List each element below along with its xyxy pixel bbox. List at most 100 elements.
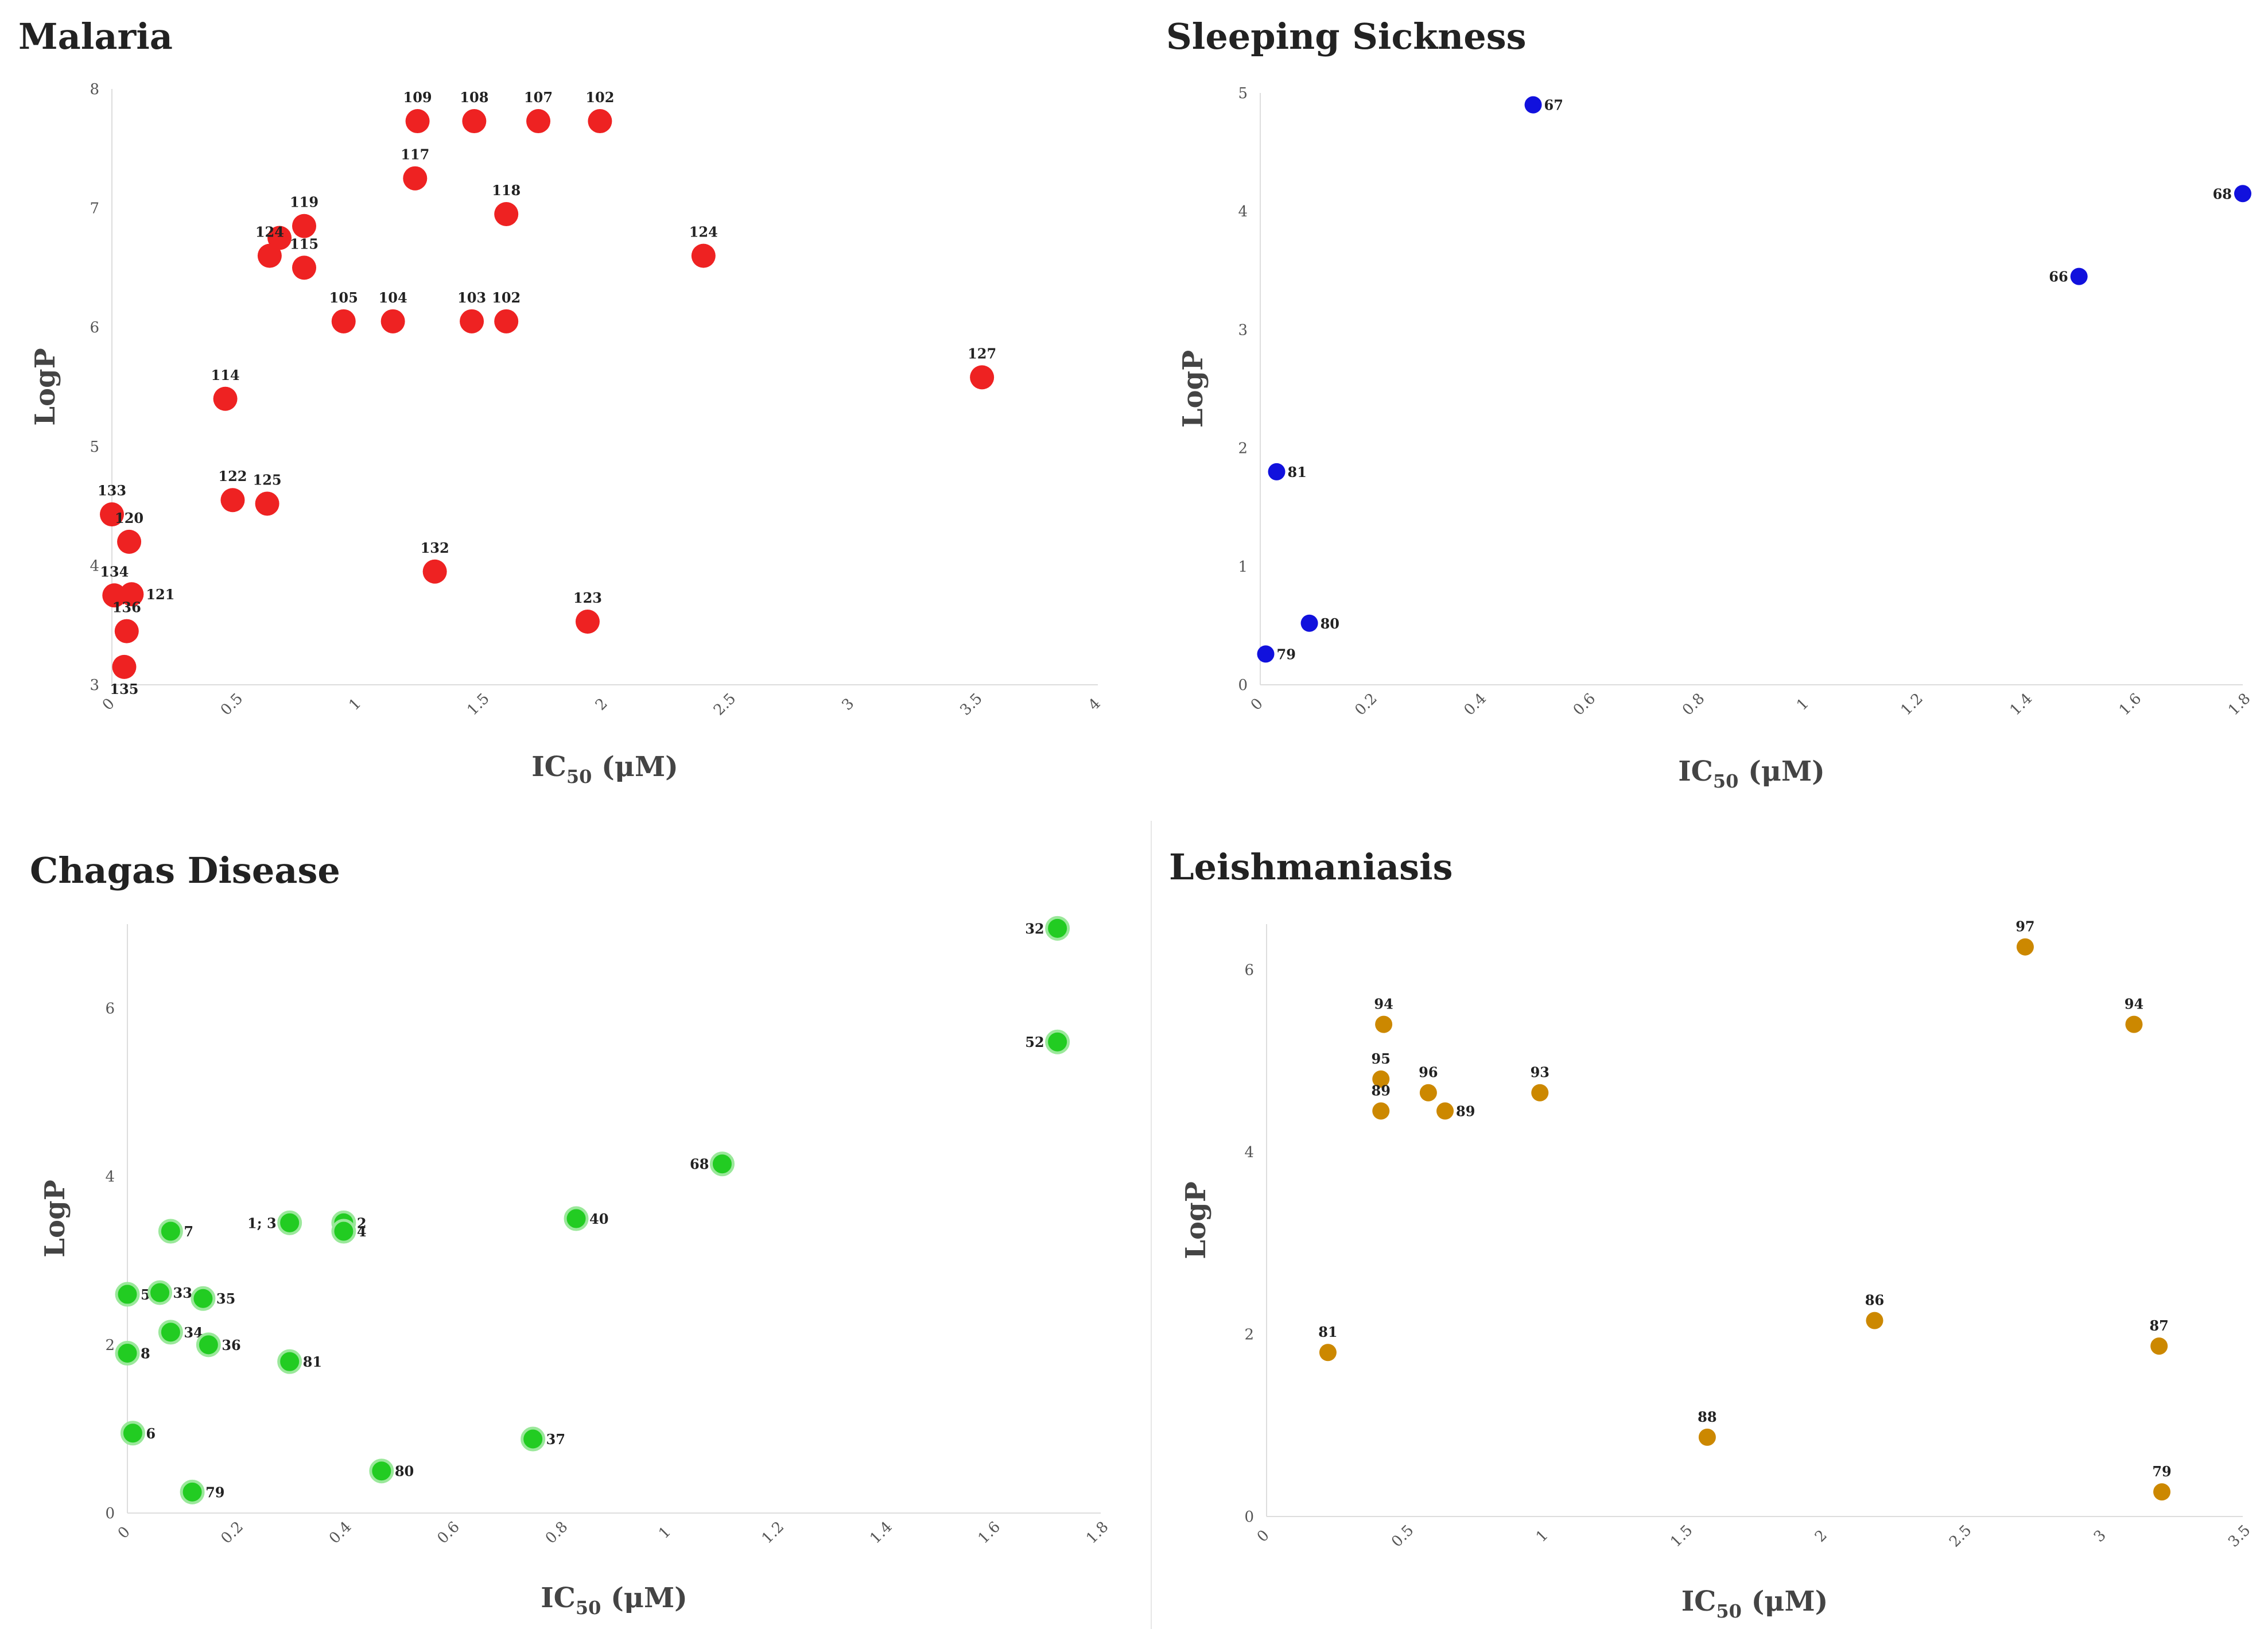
data-point bbox=[117, 529, 142, 554]
data-point bbox=[1372, 1102, 1390, 1120]
point-label: 118 bbox=[492, 182, 521, 199]
x-tick-label: 2.5 bbox=[710, 690, 739, 719]
x-tick-label: 0.6 bbox=[434, 1518, 463, 1547]
data-point bbox=[1436, 1102, 1454, 1120]
data-point bbox=[100, 502, 124, 527]
data-point bbox=[970, 365, 995, 390]
point-label: 115 bbox=[290, 235, 319, 252]
point-label: 132 bbox=[421, 540, 449, 556]
data-point bbox=[1257, 645, 1275, 663]
data-point bbox=[196, 1332, 221, 1357]
malaria-panel: Malaria 3 4 5 6 7 8 0 0.5 1 1.5 2 2.5 3 3.5 4 IC50 (μM) L… bbox=[18, 15, 1104, 788]
data-point bbox=[220, 488, 245, 513]
point-label: 124 bbox=[689, 224, 718, 241]
point-label: 86 bbox=[1865, 1292, 1884, 1309]
chagas-disease-title: Chagas Disease bbox=[30, 850, 340, 891]
sleeping-sickness-title: Sleeping Sickness bbox=[1166, 15, 1527, 57]
data-point bbox=[709, 1151, 735, 1177]
point-label: 89 bbox=[1372, 1082, 1391, 1099]
data-point bbox=[405, 109, 430, 134]
data-point bbox=[526, 109, 551, 134]
data-point bbox=[277, 1210, 302, 1235]
y-tick-label: 0 bbox=[105, 1505, 115, 1522]
data-point bbox=[494, 309, 519, 333]
x-tick-label: 3 bbox=[2091, 1527, 2110, 1546]
point-label: 93 bbox=[1531, 1064, 1549, 1081]
x-tick-label: 1.5 bbox=[464, 690, 492, 719]
data-point bbox=[1524, 96, 1542, 114]
y-tick-label: 4 bbox=[1244, 1144, 1254, 1161]
point-label: 79 bbox=[2152, 1463, 2171, 1480]
point-label: 80 bbox=[1321, 615, 1339, 632]
x-axis-title-subscript: 50 bbox=[566, 766, 592, 788]
data-point bbox=[1268, 463, 1286, 480]
point-label: 135 bbox=[110, 681, 138, 697]
x-axis-title-suffix: (μM) bbox=[601, 1582, 687, 1614]
data-point bbox=[691, 243, 716, 268]
y-tick-label: 0 bbox=[1238, 677, 1248, 694]
y-tick-label: 4 bbox=[105, 1169, 115, 1186]
point-label: 102 bbox=[492, 289, 521, 306]
x-tick-label: 3.5 bbox=[957, 690, 985, 719]
data-point bbox=[2150, 1337, 2168, 1355]
x-tick-label: 2 bbox=[1812, 1527, 1831, 1546]
point-label: 114 bbox=[211, 367, 240, 383]
point-label: 97 bbox=[2015, 918, 2034, 935]
point-label: 122 bbox=[218, 468, 247, 484]
y-axis-title: LogP bbox=[29, 348, 61, 425]
data-point bbox=[119, 582, 144, 607]
x-tick-label: 1 bbox=[345, 695, 364, 714]
data-point bbox=[460, 309, 484, 333]
x-tick-label: 0 bbox=[115, 1523, 134, 1542]
x-axis-title-prefix: IC bbox=[1681, 1585, 1716, 1618]
point-label: 7 bbox=[184, 1223, 193, 1240]
x-tick-label: 0.6 bbox=[1570, 690, 1599, 719]
data-point bbox=[1531, 1084, 1549, 1101]
y-tick-label: 6 bbox=[105, 1000, 115, 1018]
y-tick-label: 1 bbox=[1238, 558, 1248, 576]
point-label: 134 bbox=[100, 563, 129, 580]
x-tick-label: 0.2 bbox=[218, 1518, 247, 1547]
point-label: 52 bbox=[1025, 1034, 1044, 1050]
point-label: 119 bbox=[290, 194, 319, 211]
y-tick-label: 3 bbox=[1238, 321, 1248, 339]
data-point bbox=[1045, 916, 1070, 941]
point-label: 105 bbox=[329, 289, 358, 306]
data-point bbox=[331, 309, 356, 333]
data-point bbox=[494, 201, 519, 226]
y-tick-label: 6 bbox=[1244, 961, 1254, 979]
x-axis-title-subscript: 50 bbox=[1716, 1600, 1742, 1622]
data-point bbox=[1300, 614, 1318, 632]
data-point bbox=[462, 109, 487, 134]
point-label: 35 bbox=[216, 1290, 235, 1307]
data-point bbox=[255, 491, 279, 516]
data-point bbox=[2234, 185, 2251, 203]
x-tick-label: 1 bbox=[655, 1523, 674, 1542]
y-tick-label: 3 bbox=[90, 677, 99, 694]
x-tick-label: 0 bbox=[1254, 1527, 1273, 1546]
x-tick-label: 0.4 bbox=[1461, 690, 1490, 719]
x-axis-title-suffix: (μM) bbox=[1738, 755, 1824, 788]
x-tick-label: 1 bbox=[1793, 695, 1812, 714]
data-point bbox=[2016, 938, 2034, 956]
point-label: 109 bbox=[403, 89, 432, 106]
x-tick-label: 1.4 bbox=[2007, 690, 2036, 719]
y-tick-label: 8 bbox=[90, 81, 99, 98]
x-axis-title-suffix: (μM) bbox=[1742, 1585, 1828, 1618]
y-tick-label: 0 bbox=[1244, 1508, 1254, 1526]
point-label: 123 bbox=[573, 589, 602, 606]
data-point bbox=[158, 1219, 183, 1244]
data-point bbox=[114, 619, 139, 643]
x-tick-label: 4 bbox=[1085, 695, 1104, 714]
data-point bbox=[1319, 1344, 1337, 1362]
point-label: 81 bbox=[1288, 464, 1307, 480]
point-label: 68 bbox=[690, 1156, 709, 1173]
x-tick-label: 0.8 bbox=[1679, 690, 1708, 719]
x-axis-title-prefix: IC bbox=[541, 1582, 576, 1614]
data-point bbox=[521, 1426, 546, 1452]
point-label: 4 bbox=[357, 1223, 367, 1240]
y-axis-title: LogP bbox=[1180, 1181, 1212, 1259]
data-point bbox=[2125, 1015, 2143, 1033]
